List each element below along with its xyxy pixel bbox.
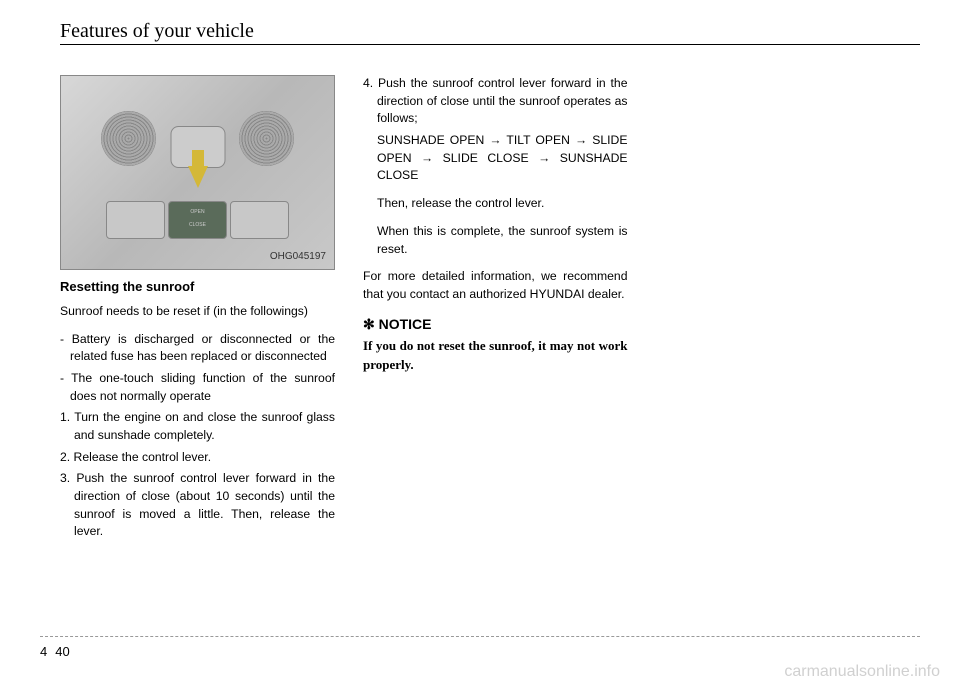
- body-text: For more detailed information, we recomm…: [363, 268, 628, 303]
- step-item: 4. Push the sunroof control lever forwar…: [363, 75, 628, 128]
- page-footer: 4 40: [40, 636, 920, 661]
- page-number-value: 40: [55, 644, 69, 659]
- body-text: Then, release the control lever.: [363, 195, 628, 213]
- step-item: 2. Release the control lever.: [60, 449, 335, 467]
- bullet-item: - Battery is discharged or disconnected …: [60, 331, 335, 366]
- page-header: Features of your vehicle: [60, 20, 920, 45]
- sunroof-figure: OHG045197: [60, 75, 335, 270]
- speaker-grille-icon: [101, 111, 156, 166]
- section-number: 4: [40, 644, 47, 659]
- column-right: [656, 75, 921, 545]
- column-left: OHG045197 Resetting the sunroof Sunroof …: [60, 75, 335, 545]
- page-number: 4 40: [40, 644, 70, 659]
- figure-code: OHG045197: [270, 250, 326, 265]
- sequence-text: SUNSHADE OPEN → TILT OPEN → SLIDE OPEN →…: [363, 132, 628, 185]
- step-item: 3. Push the sunroof control lever forwar…: [60, 470, 335, 541]
- open-close-button-icon: [168, 201, 227, 239]
- down-arrow-icon: [188, 166, 208, 188]
- notice-body: If you do not reset the sunroof, it may …: [363, 337, 628, 375]
- bullet-item: - The one-touch sliding function of the …: [60, 370, 335, 405]
- section-subheading: Resetting the sunroof: [60, 278, 335, 297]
- body-text: When this is complete, the sunroof syste…: [363, 223, 628, 258]
- step-item: 1. Turn the engine on and close the sunr…: [60, 409, 335, 444]
- console-button-icon: [230, 201, 289, 239]
- header-title: Features of your vehicle: [60, 20, 254, 46]
- notice-heading: ✻ NOTICE: [363, 314, 628, 334]
- console-button-icon: [106, 201, 165, 239]
- speaker-grille-icon: [239, 111, 294, 166]
- watermark-text: carmanualsonline.info: [784, 663, 940, 681]
- column-middle: 4. Push the sunroof control lever forwar…: [363, 75, 628, 545]
- intro-paragraph: Sunroof needs to be reset if (in the fol…: [60, 303, 335, 321]
- content-area: OHG045197 Resetting the sunroof Sunroof …: [60, 75, 920, 545]
